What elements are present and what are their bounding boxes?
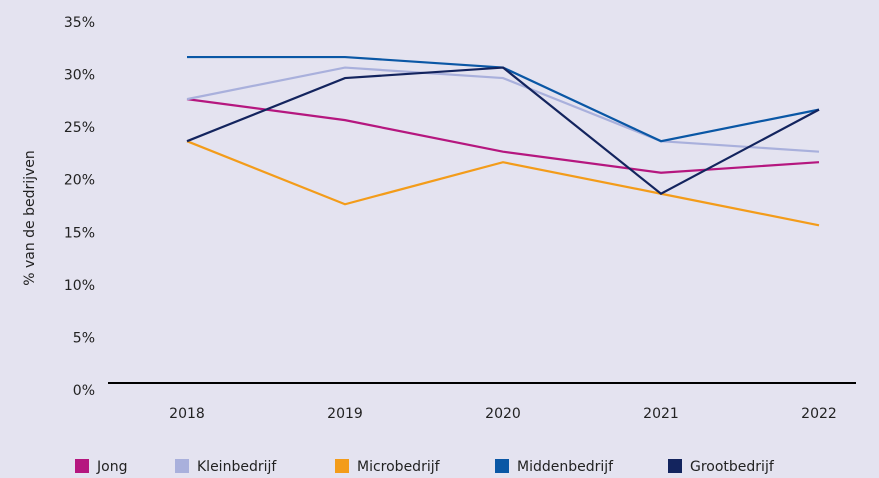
y-tick-label: 30% — [64, 68, 95, 84]
x-tick-label: 2022 — [801, 406, 837, 422]
y-tick-label: 10% — [64, 278, 95, 294]
y-axis-label: % van de bedrijven — [22, 150, 38, 286]
legend-swatch — [668, 459, 682, 473]
legend-label: Middenbedrijf — [517, 459, 614, 475]
legend-label: Kleinbedrijf — [197, 459, 277, 475]
x-tick-label: 2021 — [643, 406, 679, 422]
legend-swatch — [495, 459, 509, 473]
y-tick-label: 0% — [73, 383, 95, 399]
y-tick-label: 25% — [64, 120, 95, 136]
y-tick-label: 20% — [64, 173, 95, 189]
y-tick-label: 15% — [64, 225, 95, 241]
legend-swatch — [175, 459, 189, 473]
series-line — [186, 66, 820, 153]
legend-swatch — [75, 459, 89, 473]
legend-label: Jong — [96, 459, 127, 475]
x-tick-label: 2019 — [327, 406, 363, 422]
x-tick-label: 2018 — [169, 406, 205, 422]
y-tick-label: 35% — [64, 15, 95, 31]
legend-label: Microbedrijf — [357, 459, 441, 475]
y-tick-label: 5% — [73, 330, 95, 346]
series-line — [186, 140, 820, 227]
series-line — [186, 98, 820, 174]
series-line — [186, 66, 820, 196]
x-tick-label: 2020 — [485, 406, 521, 422]
legend-label: Grootbedrijf — [690, 459, 775, 475]
legend-swatch — [335, 459, 349, 473]
